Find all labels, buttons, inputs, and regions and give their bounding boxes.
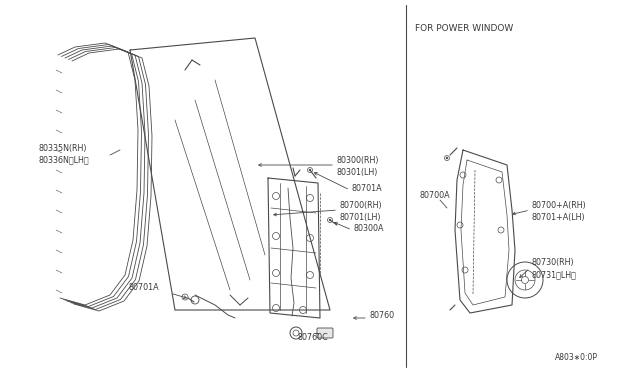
- Text: 80300A: 80300A: [354, 224, 385, 232]
- Text: 80301(LH): 80301(LH): [337, 167, 378, 176]
- Text: FOR POWER WINDOW: FOR POWER WINDOW: [415, 23, 513, 32]
- Circle shape: [308, 169, 311, 171]
- Text: 80700A: 80700A: [420, 190, 451, 199]
- Text: 80760C: 80760C: [298, 333, 329, 341]
- Text: 80300(RH): 80300(RH): [337, 155, 380, 164]
- FancyBboxPatch shape: [317, 328, 333, 338]
- Text: 80730(RH): 80730(RH): [532, 259, 575, 267]
- Text: 80701(LH): 80701(LH): [340, 212, 381, 221]
- Text: 80701A: 80701A: [128, 283, 159, 292]
- Text: 80336N〈LH〉: 80336N〈LH〉: [38, 155, 88, 164]
- Circle shape: [446, 157, 448, 159]
- Text: 80700(RH): 80700(RH): [340, 201, 383, 209]
- Text: 80335N(RH): 80335N(RH): [38, 144, 86, 153]
- Text: 80700+A(RH): 80700+A(RH): [532, 201, 587, 209]
- Text: 80731〈LH〉: 80731〈LH〉: [532, 270, 577, 279]
- Circle shape: [329, 219, 332, 221]
- Text: 80760: 80760: [370, 311, 395, 321]
- Text: A803∗0:0P: A803∗0:0P: [555, 353, 598, 362]
- Text: 80701+A(LH): 80701+A(LH): [532, 212, 586, 221]
- Text: 80701A: 80701A: [352, 183, 383, 192]
